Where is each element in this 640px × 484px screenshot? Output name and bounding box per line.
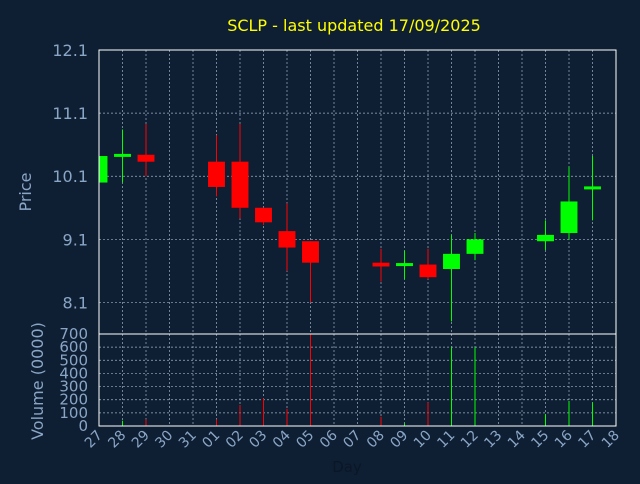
candle-body xyxy=(114,153,131,157)
candle-body xyxy=(443,253,460,269)
volume-tick-label: 500 xyxy=(59,351,88,369)
x-axis-ticks: 27 28 29 30 31 01 02 03 04 05 06 07 08 09 10 11 12 13 14 15… xyxy=(82,427,623,451)
volume-tick-label: 300 xyxy=(59,378,88,396)
volume-tick-label: 0 xyxy=(78,417,88,435)
volume-axis-label: Volume (0000) xyxy=(28,322,47,440)
volume-tick-label: 400 xyxy=(59,364,88,382)
candle-body xyxy=(396,263,413,267)
volume-tick-label: 700 xyxy=(59,325,88,343)
price-tick-label: 10.1 xyxy=(52,167,88,186)
candles xyxy=(98,123,601,322)
candle-body xyxy=(137,154,155,162)
candle-body xyxy=(278,231,296,248)
candle-body xyxy=(466,239,484,254)
candle-body xyxy=(372,262,390,267)
candle-body xyxy=(231,161,249,208)
chart-title: SCLP - last updated 17/09/2025 xyxy=(227,16,481,35)
volume-bars xyxy=(122,334,593,426)
candle-body xyxy=(419,264,437,278)
candle-body xyxy=(560,201,578,234)
volume-panel-frame xyxy=(98,333,617,427)
candle-body xyxy=(255,207,272,223)
x-axis-label: Day xyxy=(332,458,362,476)
candle-body xyxy=(99,156,108,183)
volume-tick-label: 600 xyxy=(59,338,88,356)
price-tick-label: 12.1 xyxy=(52,41,88,60)
candle-body xyxy=(584,186,601,190)
price-axis-label: Price xyxy=(16,172,35,211)
candle-body xyxy=(208,161,225,187)
volume-tick-label: 200 xyxy=(59,391,88,409)
candle-body xyxy=(302,241,319,263)
price-tick-label: 11.1 xyxy=(52,104,88,123)
candle-body xyxy=(537,234,554,242)
price-axis-ticks: 12.1 11.1 10.1 9.1 8.1 xyxy=(52,41,88,312)
price-tick-label: 9.1 xyxy=(63,230,88,249)
price-tick-label: 8.1 xyxy=(63,293,88,312)
volume-tick-label: 100 xyxy=(59,404,88,422)
